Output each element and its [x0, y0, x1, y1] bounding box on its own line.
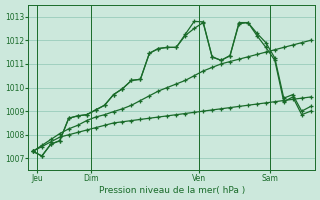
X-axis label: Pression niveau de la mer( hPa ): Pression niveau de la mer( hPa ) [99, 186, 245, 195]
